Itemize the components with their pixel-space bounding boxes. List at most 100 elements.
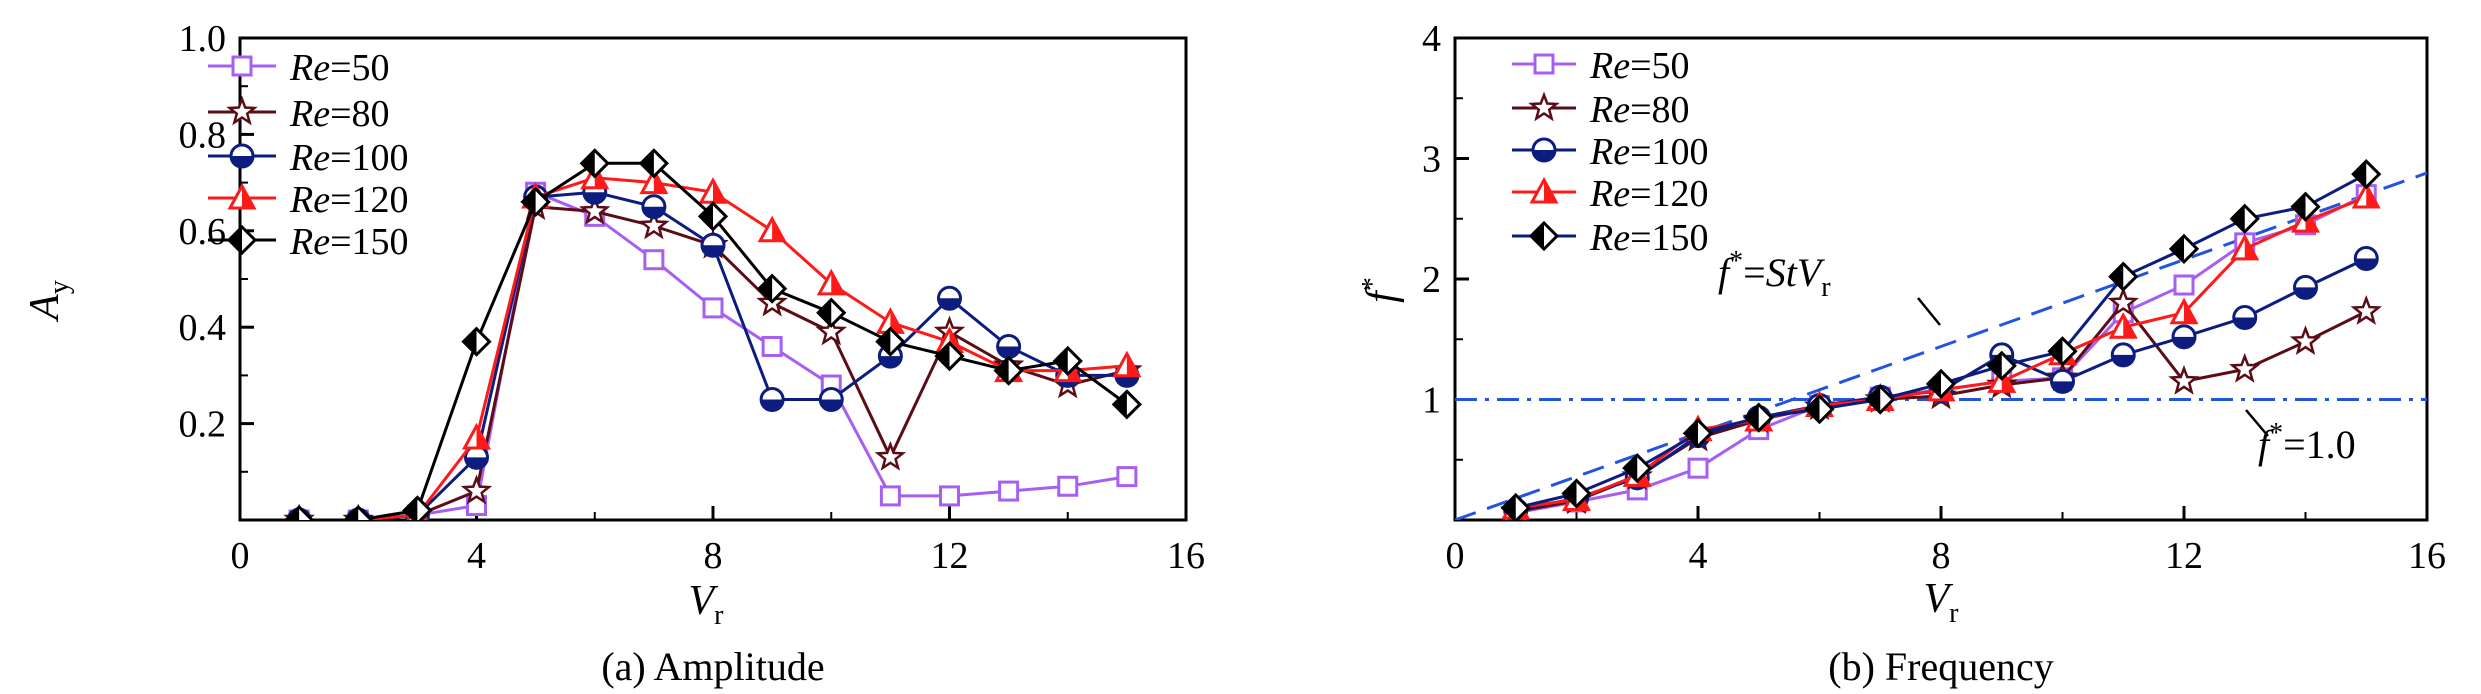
data-a — [283, 148, 1143, 520]
data-point — [643, 249, 665, 271]
data-point — [343, 504, 374, 520]
legend-marker-shape — [1529, 176, 1559, 204]
x-tick-label: 16 — [2408, 535, 2446, 577]
legend-marker-shape — [1533, 53, 1555, 75]
data-point — [284, 504, 315, 520]
legend-item-re50: Re=50 — [208, 47, 390, 89]
data-point — [2353, 246, 2379, 272]
legend-marker-diamond — [226, 224, 258, 256]
legend-marker-shape — [1528, 91, 1560, 122]
legend-item-re50: Re=50 — [1512, 45, 1690, 87]
data-point — [993, 355, 1024, 386]
data-point — [2050, 368, 2075, 394]
data-point — [638, 148, 669, 179]
x-axis-label-b: Vr — [1924, 576, 1960, 629]
data-point — [2169, 297, 2199, 325]
y-axis-label-b: f* — [1357, 277, 1405, 303]
data-point — [937, 285, 962, 311]
series-re100 — [286, 179, 1140, 520]
legend-marker-shape — [226, 224, 258, 256]
data-point — [2351, 159, 2382, 190]
data-point — [702, 297, 724, 319]
y-tick-label: 4 — [1422, 18, 1441, 60]
data-point — [818, 387, 844, 412]
legend-marker-shape — [229, 143, 255, 169]
data-point — [697, 201, 729, 232]
caption-b: (b) Frequency — [1828, 644, 2053, 689]
reference-line-stv — [1455, 171, 2427, 520]
legend-label: Re=80 — [289, 93, 390, 135]
legend-item-re150: Re=150 — [208, 221, 409, 263]
data-point — [2230, 233, 2260, 261]
data-point — [1500, 492, 1531, 520]
legend-label: Re=50 — [289, 47, 390, 89]
legend-marker-triangle — [1529, 176, 1559, 204]
data-point — [2289, 325, 2322, 356]
legend-marker-diamond — [1528, 220, 1560, 252]
data-point — [2168, 364, 2200, 395]
x-tick-label: 8 — [704, 535, 723, 577]
x-tick-label: 0 — [231, 535, 250, 577]
y-tick-label: 0.8 — [179, 114, 227, 156]
svg-text:f*=1.0: f*=1.0 — [2258, 418, 2356, 467]
y-tick-label: 1.0 — [179, 18, 227, 60]
data-point — [2047, 336, 2078, 367]
data-b — [1500, 159, 2382, 520]
series-re150 — [284, 148, 1143, 520]
data-point — [998, 480, 1020, 502]
data-point — [1986, 350, 2017, 381]
legend-label: Re=80 — [1589, 89, 1690, 131]
legend-marker-shape — [226, 95, 258, 126]
legend-marker-star — [1528, 91, 1560, 122]
data-point — [2107, 286, 2139, 317]
data-point — [2290, 191, 2321, 222]
data-point — [757, 273, 788, 304]
legend-item-re80: Re=80 — [1512, 89, 1690, 131]
data-point — [638, 209, 670, 240]
data-point — [579, 148, 610, 179]
panel-amplitude: 0 4 8 12 16 0.2 0.4 0.6 0.8 1.0 Re=50 Re=80 Re=10… — [22, 18, 1205, 689]
data-point — [461, 326, 492, 357]
data-point — [1804, 394, 1835, 425]
data-point — [2108, 312, 2138, 339]
data-point — [996, 333, 1022, 359]
data-point — [1116, 466, 1138, 488]
legend-marker-triangle — [227, 182, 257, 210]
data-point — [579, 194, 611, 225]
data-point — [934, 340, 965, 372]
x-tick-label: 12 — [2165, 535, 2203, 577]
data-point — [2351, 181, 2381, 209]
y-tick-label: 0.6 — [179, 211, 227, 253]
legend-a: Re=50 Re=80 Re=100 Re=120 Re=150 — [208, 47, 409, 263]
data-point — [641, 194, 667, 220]
x-tick-label: 16 — [1167, 535, 1205, 577]
reference-lines-b — [1455, 171, 2427, 520]
annotation-stv-leader — [1917, 297, 1941, 326]
legend-label: Re=100 — [289, 137, 409, 179]
data-point — [639, 167, 669, 195]
data-point — [875, 326, 906, 357]
legend-marker-shape — [227, 182, 257, 210]
data-point — [761, 335, 783, 357]
data-point — [460, 474, 493, 505]
x-tick-label: 0 — [1446, 535, 1465, 577]
legend-item-re120: Re=120 — [1512, 173, 1709, 215]
data-point — [2110, 342, 2136, 368]
legend-label: Re=120 — [289, 179, 409, 221]
data-point — [2171, 324, 2197, 350]
data-point — [757, 215, 787, 243]
caption-a: (a) Amplitude — [601, 644, 824, 689]
data-point — [700, 232, 726, 258]
legend-item-re100: Re=100 — [1512, 131, 1709, 173]
legend-marker-circle — [1531, 137, 1557, 163]
data-point — [1743, 402, 1774, 433]
legend-item-re80: Re=80 — [208, 93, 390, 135]
legend-marker-shape — [1528, 220, 1560, 252]
data-point — [1622, 453, 1653, 484]
x-tick-label: 12 — [931, 535, 969, 577]
x-tick-label: 4 — [1689, 535, 1708, 577]
legend-b: Re=50 Re=80 Re=100 Re=120 Re=150 — [1512, 45, 1709, 259]
series-re150 — [1500, 159, 2382, 520]
